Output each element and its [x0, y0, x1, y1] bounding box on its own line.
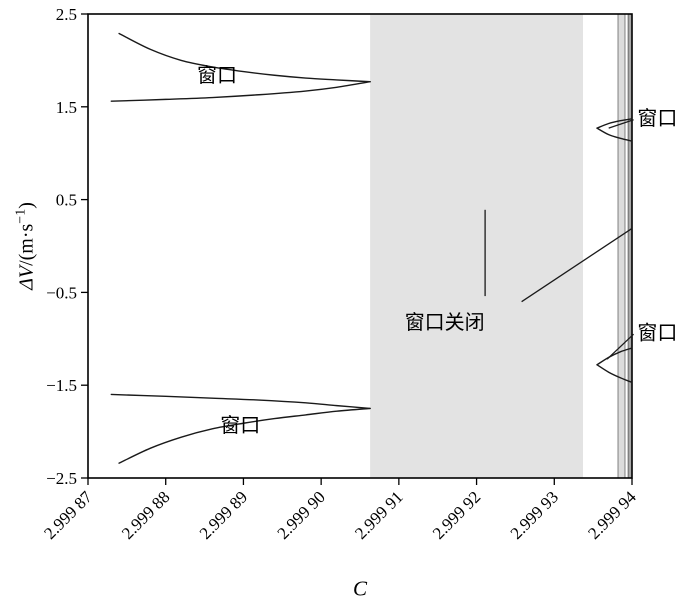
window-label-lower-right: 窗口 — [637, 321, 677, 344]
y-axis-label: ΔV/(m·s−1) — [14, 202, 39, 290]
x-tick-label: 2.999 89 — [196, 487, 252, 543]
upper-left-window-lower-branch — [110, 81, 371, 102]
x-tick-label: 2.999 93 — [507, 487, 563, 543]
upper-left-window-upper-branch — [118, 32, 371, 83]
y-axis-variable: ΔV — [15, 265, 38, 290]
plot-frame — [87, 13, 633, 479]
y-tick-label: −1.5 — [46, 376, 77, 395]
y-axis-unit-close: ) — [15, 202, 38, 209]
right-lower-window-upper-branch — [596, 347, 633, 366]
y-tick-label: 0.5 — [56, 191, 77, 210]
x-axis-label: C — [352, 576, 368, 601]
window-label-upper-left: 窗口 — [197, 64, 237, 87]
lower-right-window-leader — [606, 333, 635, 360]
right-lower-window-lower-branch — [596, 364, 633, 384]
lower-left-window-upper-branch — [110, 393, 371, 410]
window-label-lower-left: 窗口 — [220, 414, 260, 437]
y-tick-label: −0.5 — [46, 283, 77, 302]
y-tick-label: 1.5 — [56, 98, 77, 117]
right-upper-window-lower-branch — [596, 127, 633, 142]
window-label-upper-right: 窗口 — [637, 107, 677, 130]
x-tick-label: 2.999 94 — [584, 487, 640, 543]
x-tick-label: 2.999 88 — [118, 487, 174, 543]
right-upper-window-upper-branch — [596, 118, 633, 129]
narrow-gray-band — [617, 13, 626, 479]
y-axis-unit-prefix: /(m·s — [15, 223, 38, 266]
window-closed-region — [370, 14, 583, 478]
y-axis-unit-exponent: −1 — [13, 208, 29, 224]
x-tick-label: 2.999 90 — [273, 487, 329, 543]
x-tick-label: 2.999 91 — [351, 487, 407, 543]
x-tick-label: 2.999 92 — [429, 487, 485, 543]
lower-left-window-lower-branch — [118, 407, 371, 464]
y-tick-label: 2.5 — [56, 5, 77, 24]
x-tick-label: 2.999 87 — [40, 487, 96, 543]
upper-right-window-leader — [608, 119, 634, 129]
y-tick-label: −2.5 — [46, 469, 77, 488]
window-closed-diagonal-leader — [521, 227, 633, 303]
window-closed-label: 窗口关闭 — [405, 311, 485, 334]
